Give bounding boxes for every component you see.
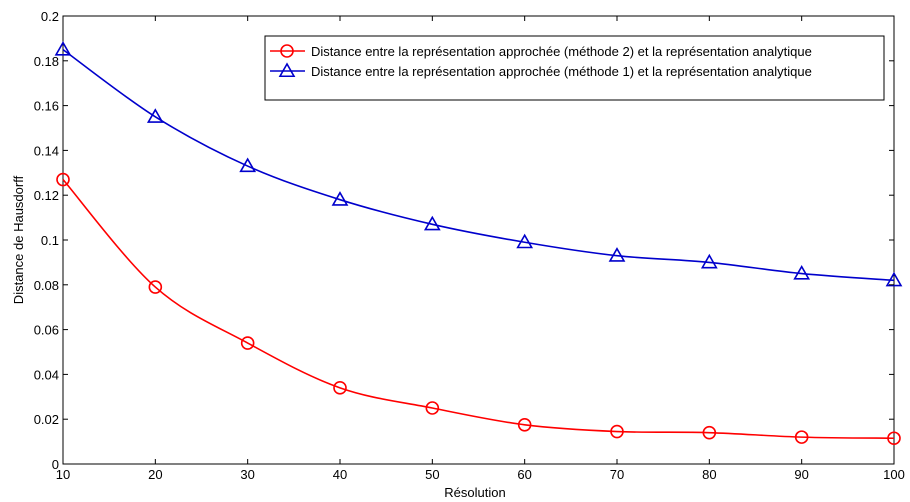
y-tick-label: 0.06 (34, 323, 59, 338)
x-tick-label: 40 (333, 467, 347, 482)
y-tick-label: 0.02 (34, 412, 59, 427)
x-tick-label: 30 (240, 467, 254, 482)
data-point-series-2 (608, 247, 626, 262)
data-point-series-1 (56, 172, 70, 187)
y-tick-label: 0.04 (34, 367, 59, 382)
data-point-series-1 (240, 336, 255, 350)
data-point-series-1 (333, 381, 347, 395)
x-tick-label: 10 (56, 467, 70, 482)
x-tick-label: 100 (883, 467, 905, 482)
data-point-series-1 (148, 280, 163, 294)
x-tick-label: 60 (517, 467, 531, 482)
data-point-series-2 (146, 108, 164, 123)
y-tick-label: 0.16 (34, 99, 59, 114)
y-tick-label: 0.18 (34, 54, 59, 69)
data-point-series-2 (239, 157, 257, 173)
x-axis-label: Résolution (444, 485, 505, 500)
y-tick-label: 0.08 (34, 278, 59, 293)
legend-box (264, 35, 885, 101)
y-tick-label: 0.14 (34, 143, 59, 158)
legend-label-2: Distance entre la représentation approch… (311, 64, 812, 79)
data-point-series-1 (887, 431, 901, 446)
data-point-series-2 (885, 271, 903, 287)
y-tick-label: 0.1 (41, 233, 59, 248)
axis-ticks: 10 20 30 40 50 60 70 80 90 100 0 0.02 0.04 0.06 0.08 0.… (34, 9, 905, 482)
y-tick-label: 0.12 (34, 188, 59, 203)
x-tick-label: 50 (425, 467, 439, 482)
series-markers (54, 40, 903, 446)
data-point-series-1 (517, 417, 532, 432)
series-line-2 (62, 48, 895, 282)
data-point-series-1 (610, 424, 624, 439)
y-axis-label: Distance de Hausdorff (11, 175, 26, 304)
y-tick-label: 0.2 (41, 9, 59, 24)
data-point-series-2 (54, 40, 72, 56)
data-point-series-2 (700, 253, 718, 269)
series-line-1 (62, 178, 895, 440)
series-lines (62, 48, 895, 440)
data-point-series-1 (794, 430, 809, 444)
legend: Distance entre la représentation approch… (264, 35, 885, 101)
data-point-series-2 (423, 215, 441, 231)
x-tick-label: 90 (794, 467, 808, 482)
data-point-series-1 (702, 425, 717, 440)
x-tick-label: 20 (148, 467, 162, 482)
data-point-series-2 (331, 191, 349, 206)
x-tick-label: 70 (610, 467, 624, 482)
legend-label-1: Distance entre la représentation approch… (311, 44, 812, 59)
legend-marker-1 (280, 44, 294, 58)
data-point-series-1 (425, 401, 440, 415)
legend-marker-2 (278, 62, 296, 78)
y-tick-label: 0 (52, 457, 59, 472)
data-point-series-2 (516, 233, 534, 249)
x-tick-label: 80 (702, 467, 716, 482)
data-point-series-2 (793, 264, 811, 280)
